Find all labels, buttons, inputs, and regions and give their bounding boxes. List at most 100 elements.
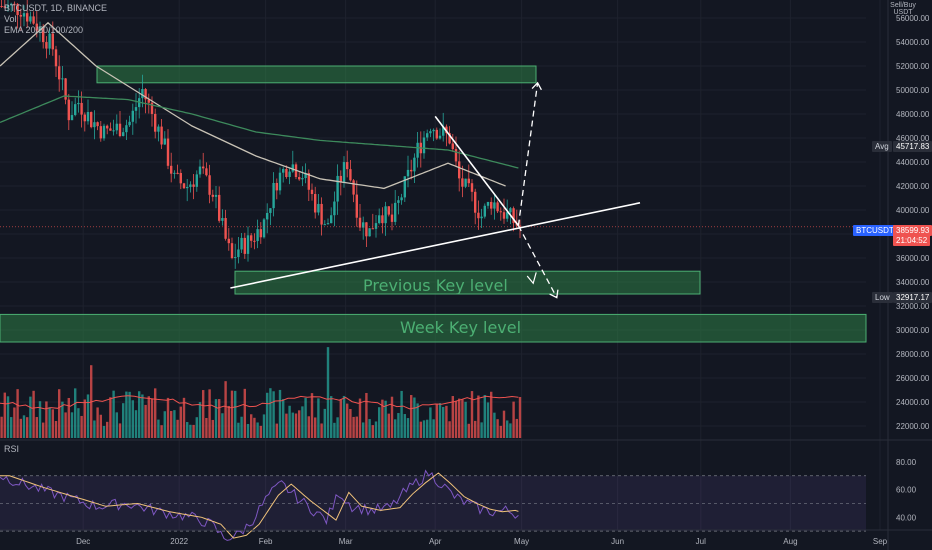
candle-body xyxy=(429,131,432,134)
volume-bar xyxy=(227,405,230,438)
volume-bar xyxy=(477,395,480,438)
rsi-tick-label: 40.00 xyxy=(896,513,917,522)
candle-body xyxy=(51,33,54,50)
low-badge-value: 32917.17 xyxy=(893,292,932,303)
volume-bar xyxy=(13,407,16,438)
candle-body xyxy=(192,184,195,187)
candles xyxy=(0,0,888,269)
volume-bar xyxy=(166,397,170,438)
volume-bar xyxy=(419,421,422,438)
volume-bar xyxy=(115,412,118,438)
volume-bar xyxy=(150,398,154,438)
volume-bar xyxy=(22,415,26,438)
ema-lines xyxy=(0,21,519,190)
candle-body xyxy=(288,171,291,178)
volume-bar xyxy=(368,419,371,438)
volume-bar xyxy=(0,416,3,438)
volume-bar xyxy=(96,407,99,438)
week-key-level-label: Week Key level xyxy=(400,318,522,337)
volume-bar xyxy=(29,396,32,438)
price-tick-label: 42000.00 xyxy=(896,182,930,191)
candle-body xyxy=(176,172,179,174)
candle-body xyxy=(240,237,243,250)
ema-line xyxy=(0,21,506,190)
candle-body xyxy=(291,164,294,172)
volume-bar xyxy=(246,424,250,438)
last-price-badge: 38599.93 xyxy=(893,225,932,236)
symbol-badge: BTCUSDT xyxy=(853,225,897,236)
price-tick-label: 48000.00 xyxy=(896,110,930,119)
candle-body xyxy=(355,194,358,218)
volume-bar xyxy=(51,409,54,438)
candle-body xyxy=(29,16,32,22)
candle-body xyxy=(246,235,250,254)
low-badge-label: Low xyxy=(872,292,893,303)
volume-bar xyxy=(378,407,381,438)
candle-body xyxy=(208,175,211,195)
volume-bar xyxy=(230,390,234,438)
candle-body xyxy=(109,128,112,131)
candle-body xyxy=(211,194,214,197)
trend-drawings[interactable] xyxy=(230,81,641,299)
candle-body xyxy=(448,133,451,144)
avg-badge-value: 45717.83 xyxy=(893,141,932,152)
volume-bar xyxy=(253,417,256,438)
volume-bar xyxy=(262,414,266,438)
volume-bar xyxy=(67,397,70,438)
volume-bar xyxy=(464,401,467,438)
volume-bar xyxy=(435,403,438,438)
candle-body xyxy=(330,215,333,224)
volume-legend[interactable]: Vol xyxy=(4,14,17,24)
candle-body xyxy=(218,194,221,221)
volume-bar xyxy=(406,418,410,438)
symbol-legend[interactable]: BTCUSDT, 1D, BINANCE xyxy=(4,3,108,13)
rsi-line xyxy=(0,469,519,541)
volume-bar xyxy=(221,413,224,438)
candle-body xyxy=(358,217,362,228)
candle-body xyxy=(234,257,237,259)
candle-body xyxy=(422,137,426,154)
candle-body xyxy=(381,215,384,224)
volume-bar xyxy=(493,412,496,438)
volume-bar xyxy=(506,420,509,438)
volume-bar xyxy=(509,423,512,438)
volume-bar xyxy=(502,410,506,438)
volume-bar xyxy=(160,425,163,438)
ema-legend[interactable]: EMA 20/50/100/200 xyxy=(4,25,84,35)
volume-bar xyxy=(10,417,13,438)
candle-body xyxy=(458,161,461,179)
avg-badge-label: Avg xyxy=(872,141,892,152)
volume-ma-line xyxy=(0,395,519,410)
rsi-ma-line xyxy=(0,472,519,539)
volume-bar xyxy=(333,422,336,438)
projection-arrowhead xyxy=(549,289,559,299)
candle-body xyxy=(442,126,445,136)
candle-body xyxy=(486,201,490,206)
volume-bar xyxy=(381,399,384,438)
volume-bar xyxy=(362,422,365,438)
rsi-legend[interactable]: RSI xyxy=(4,444,20,454)
price-tick-label: 46000.00 xyxy=(896,134,930,143)
volume-bar xyxy=(278,389,282,438)
volume-bar xyxy=(461,399,464,438)
candle-body xyxy=(74,104,77,116)
volume-bar xyxy=(301,406,304,438)
candle-body xyxy=(179,172,182,184)
volume-bar xyxy=(202,390,205,438)
volume-bar xyxy=(19,418,22,438)
volume-bar xyxy=(342,395,346,438)
candle-body xyxy=(61,78,64,80)
candle-body xyxy=(333,201,336,216)
candle-body xyxy=(480,216,483,219)
candle-body xyxy=(374,223,378,229)
volume-bar xyxy=(330,396,333,438)
volume-bar xyxy=(45,401,48,438)
volume-bar xyxy=(432,419,435,438)
candle-body xyxy=(362,222,365,228)
candle-body xyxy=(54,49,58,67)
candle-body xyxy=(371,228,374,230)
volume-bar xyxy=(122,403,125,438)
rsi-tick-label: 80.00 xyxy=(896,458,917,467)
